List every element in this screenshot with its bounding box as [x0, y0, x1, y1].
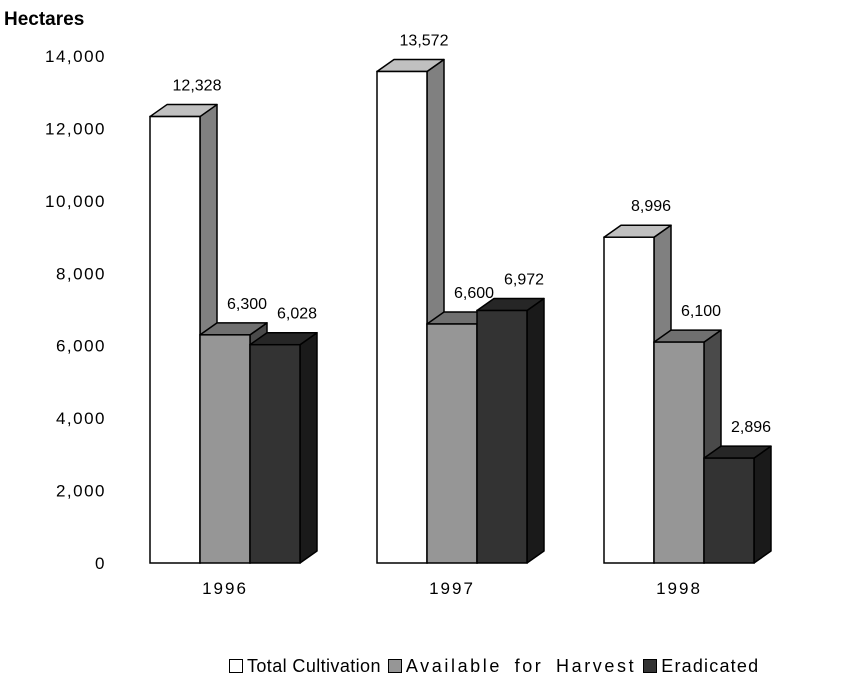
y-tick-label: 12,000 — [45, 119, 106, 138]
bar-front — [476, 309, 528, 564]
legend-label-eradicated: Eradicated — [661, 655, 760, 676]
legend-swatch-available-for-harvest — [387, 659, 402, 673]
y-tick-label: 2,000 — [56, 482, 106, 501]
legend: Total Cultivation Available for Harvest … — [229, 655, 766, 677]
data-label: 8,996 — [631, 198, 671, 215]
bar-side — [299, 331, 318, 564]
legend-swatch-total-cultivation — [229, 659, 243, 673]
bar-front — [653, 341, 705, 564]
legend-swatch-eradicated — [643, 659, 658, 673]
data-label: 13,572 — [400, 32, 449, 49]
y-tick-label: 4,000 — [56, 409, 106, 428]
data-label: 6,028 — [277, 306, 317, 323]
x-axis-categories: 1996 1997 1998 — [202, 579, 702, 598]
bar-front — [149, 115, 201, 564]
bar-front — [249, 343, 301, 564]
legend-item-total-cultivation: Total Cultivation — [229, 656, 381, 677]
y-tick-label: 14,000 — [45, 47, 106, 66]
bar-front — [603, 236, 655, 564]
y-axis-title: Hectares — [4, 9, 84, 30]
y-tick-label: 8,000 — [56, 264, 106, 283]
bar-chart: Hectares 0 2,000 4,000 6,000 8,000 10,000 12,0… — [4, 9, 772, 598]
bar-front — [376, 70, 428, 564]
legend-label-available-for-harvest: Available for Harvest — [405, 655, 637, 676]
bar — [703, 445, 772, 564]
data-label: 6,100 — [681, 303, 721, 320]
legend-item-available-for-harvest: Available for Harvest — [387, 655, 637, 677]
y-tick-label: 6,000 — [56, 337, 106, 356]
legend-item-eradicated: Eradicated — [643, 656, 759, 677]
data-label: 6,972 — [504, 272, 544, 289]
data-label: 2,896 — [731, 419, 771, 436]
data-labels: 12,328 6,300 6,028 13,572 6,600 6,972 8,996 6,1… — [173, 32, 772, 436]
legend-label-total-cultivation: Total Cultivation — [247, 655, 381, 676]
bar-front — [426, 323, 478, 564]
x-category-label: 1997 — [429, 579, 475, 598]
data-label: 6,300 — [227, 296, 267, 313]
y-tick-label: 10,000 — [45, 192, 106, 211]
data-label: 12,328 — [173, 78, 222, 95]
bar-side — [526, 297, 545, 564]
y-tick-label: 0 — [95, 554, 106, 573]
y-axis-ticks: 0 2,000 4,000 6,000 8,000 10,000 12,000 14,000 — [45, 47, 106, 573]
data-label: 6,600 — [454, 285, 494, 302]
bar — [249, 331, 318, 564]
x-category-label: 1998 — [656, 579, 702, 598]
bar-front — [199, 334, 251, 564]
x-category-label: 1996 — [202, 579, 248, 598]
bars — [149, 58, 772, 564]
bar — [476, 297, 545, 564]
bar-front — [703, 457, 755, 564]
bar-side — [753, 445, 772, 564]
